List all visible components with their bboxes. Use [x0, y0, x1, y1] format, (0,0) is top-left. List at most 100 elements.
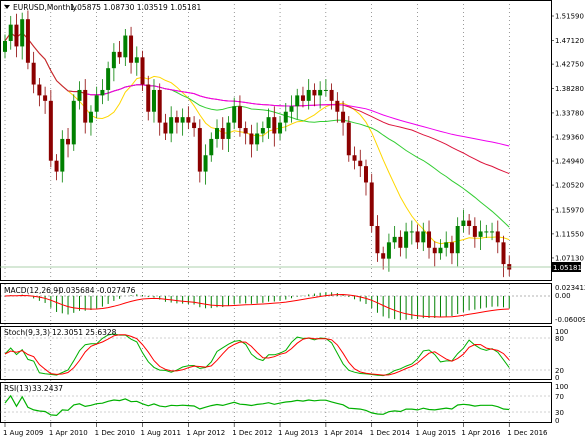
- stoch-pane[interactable]: Stoch(9,3,3) 12.3051 25.6328 100 80 20 0: [0, 326, 568, 383]
- candle-body: [192, 122, 197, 129]
- candle-body: [14, 24, 19, 47]
- candle-body: [243, 128, 248, 134]
- candle-body: [438, 247, 443, 254]
- candle-body: [455, 226, 460, 254]
- candle-body: [501, 242, 506, 265]
- time-axis-label: 1 Dec 2016: [507, 429, 548, 437]
- time-axis-label: 1 Apr 2012: [186, 429, 225, 437]
- candle-body: [43, 95, 48, 101]
- candle-body: [25, 19, 30, 63]
- candle-body: [232, 106, 237, 123]
- candle-body: [386, 242, 391, 259]
- candle-body: [203, 155, 208, 172]
- stoch-scale-80: 80: [555, 335, 564, 343]
- candle-body: [48, 100, 53, 161]
- candle-body: [60, 138, 65, 172]
- macd-values: -0.035684 -0.027476: [56, 286, 136, 295]
- macd-scale-zero: 0.00: [555, 292, 571, 300]
- rsi-line: [4, 394, 510, 417]
- candle-body: [300, 95, 305, 101]
- candle-body: [381, 253, 386, 259]
- candle-body: [106, 68, 111, 90]
- rsi-pane[interactable]: RSI(13) 33.2437 100 70 30 0: [0, 382, 568, 426]
- price-axis-label: 1.29360: [555, 133, 584, 141]
- candle-body: [461, 220, 466, 227]
- rsi-values: 33.2437: [32, 384, 63, 393]
- last-price-tag: 1.05181: [553, 264, 582, 272]
- candle-body: [467, 220, 472, 227]
- price-axis-label: 1.15970: [555, 206, 584, 214]
- candle-body: [352, 155, 357, 161]
- symbol-dropdown-icon[interactable]: [4, 5, 10, 9]
- stoch-scale-20: 20: [555, 367, 564, 375]
- candle-body: [88, 111, 93, 123]
- stoch-scale-0: 0: [555, 374, 559, 382]
- candle-body: [3, 40, 7, 52]
- candle-body: [209, 138, 214, 156]
- candle-body: [71, 100, 76, 145]
- price-axis-label: 1.51590: [555, 13, 584, 21]
- stoch-values: 12.3051 25.6328: [52, 328, 117, 337]
- candle-body: [255, 133, 260, 145]
- candle-body: [369, 182, 374, 227]
- candle-body: [237, 106, 242, 129]
- candle-body: [323, 89, 328, 91]
- rsi-label: RSI(13): [4, 384, 32, 393]
- price-axis-label: 1.24940: [555, 158, 584, 166]
- macd-scale-top: 0.023412: [555, 284, 585, 292]
- time-axis-label: 1 Apr 2010: [49, 429, 88, 437]
- stoch-label: Stoch(9,3,3): [4, 328, 50, 337]
- candle-body: [100, 89, 105, 96]
- macd-pane[interactable]: MACD(12,26,9) -0.035684 -0.027476 0.0234…: [0, 283, 585, 325]
- candle-body: [392, 236, 397, 243]
- candle-body: [421, 231, 426, 243]
- candle-body: [283, 111, 288, 123]
- rsi-scale-70: 70: [555, 393, 564, 401]
- candle-body: [444, 242, 449, 248]
- time-axis-label: 1 Aug 2013: [278, 429, 318, 437]
- candle-body: [129, 35, 134, 63]
- candle-body: [484, 231, 489, 233]
- candle-body: [478, 231, 483, 237]
- main-price-pane[interactable]: EURUSD,Monthly 1.05875 1.08730 1.03519 1…: [0, 0, 584, 423]
- price-axis-label: 1.33780: [555, 109, 584, 117]
- candle-body: [306, 89, 311, 101]
- candle-body: [266, 117, 271, 129]
- candle-body: [94, 95, 99, 112]
- stoch-scale-100: 100: [555, 328, 568, 336]
- candle-body: [295, 95, 300, 107]
- candle-body: [8, 24, 13, 41]
- candle-body: [197, 128, 202, 172]
- candle-body: [117, 51, 122, 58]
- candle-body: [226, 122, 231, 139]
- time-axis-label: 1 Apr 2016: [461, 429, 500, 437]
- symbol-label: EURUSD,Monthly: [13, 3, 77, 12]
- candle-body: [398, 236, 403, 248]
- candle-body: [157, 89, 162, 123]
- time-axis-label: 1 Dec 2010: [95, 429, 135, 437]
- candle-body: [83, 89, 88, 123]
- candle-body: [220, 128, 225, 139]
- candle-body: [346, 122, 351, 156]
- candle-body: [66, 138, 71, 145]
- candle-body: [260, 128, 265, 134]
- candle-body: [134, 57, 139, 63]
- candle-body: [20, 19, 25, 47]
- candle-body: [54, 160, 59, 172]
- candle-body: [472, 226, 477, 237]
- candle-body: [77, 89, 82, 101]
- candle-body: [37, 84, 42, 96]
- price-axis-label: 1.47120: [555, 37, 584, 45]
- candle-body: [335, 100, 340, 112]
- candle-body: [31, 62, 36, 85]
- candle-body: [169, 117, 174, 134]
- candle-body: [432, 247, 437, 254]
- price-axis-label: 1.42750: [555, 61, 584, 69]
- price-axis: 1.51590 1.47120 1.42750 1.38280 1.33780 1.293…: [551, 13, 584, 262]
- candle-body: [278, 122, 283, 134]
- candle-body: [123, 35, 128, 58]
- candle-body: [358, 160, 363, 167]
- candle-body: [146, 84, 151, 112]
- ohlc-values: 1.05875 1.08730 1.03519 1.05181: [70, 3, 201, 12]
- candle-body: [375, 226, 380, 254]
